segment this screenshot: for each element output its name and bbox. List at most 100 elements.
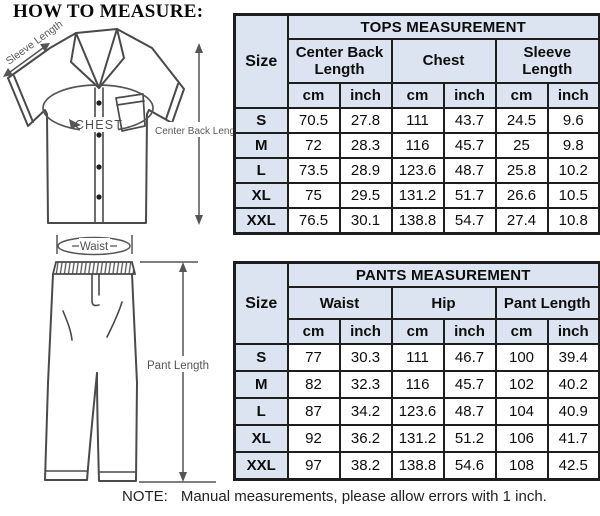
value-cell: 42.5 — [546, 451, 600, 481]
size-cell: XXL — [233, 207, 289, 235]
unit-header: inch — [338, 318, 393, 345]
value-cell: 54.6 — [442, 451, 497, 481]
chest-label-bg — [80, 117, 118, 132]
tops-measurement-table: Size TOPS MEASUREMENT Center Back Length… — [233, 13, 600, 235]
table-row: L 87 34.2 123.6 48.7 104 40.9 — [233, 397, 600, 426]
table-row: XXL 76.5 30.1 138.8 54.7 27.4 10.8 — [233, 207, 600, 235]
chest-pocket-flap — [116, 100, 145, 106]
left-pocket-crease — [62, 310, 73, 341]
center-back-length-label: Center Back Length — [155, 126, 242, 137]
unit-header: inch — [442, 82, 497, 109]
value-cell: 70.5 — [286, 107, 341, 134]
tops-group-sleeve: Sleeve Length — [494, 38, 600, 84]
pants-measurement-table: Size PANTS MEASUREMENT Waist Hip Pant Le… — [233, 261, 600, 481]
size-cell: XL — [233, 182, 289, 209]
waistband — [51, 261, 137, 275]
value-cell: 116 — [390, 370, 445, 399]
size-cell: M — [233, 132, 289, 159]
unit-header: inch — [338, 82, 393, 109]
value-cell: 26.6 — [494, 182, 549, 209]
value-cell: 41.7 — [546, 424, 600, 453]
value-cell: 46.7 — [442, 343, 497, 372]
value-cell: 138.8 — [390, 451, 445, 481]
tops-group-chest: Chest — [390, 38, 497, 84]
sleeve-arrowhead-bottom — [3, 68, 13, 77]
fly-line — [91, 273, 100, 307]
tops-table-title: TOPS MEASUREMENT — [286, 13, 600, 40]
value-cell: 116 — [390, 132, 445, 159]
table-row: M 72 28.3 116 45.7 25 9.8 — [233, 132, 600, 159]
left-cuff-line — [13, 75, 34, 123]
table-row: S 70.5 27.8 111 43.7 24.5 9.6 — [233, 107, 600, 134]
value-cell: 100 — [494, 343, 549, 372]
right-pocket-crease — [106, 301, 123, 338]
center-back-label-bg — [153, 122, 242, 137]
size-cell: M — [233, 370, 289, 399]
pant-length-arrowhead-bottom — [179, 472, 187, 482]
value-cell: 76.5 — [286, 207, 341, 235]
size-cell: XXL — [233, 451, 289, 481]
value-cell: 131.2 — [390, 424, 445, 453]
chest-label: CHEST — [75, 118, 123, 132]
value-cell: 45.7 — [442, 132, 497, 159]
value-cell: 24.5 — [494, 107, 549, 134]
center-back-arrowhead-bottom — [195, 215, 203, 225]
value-cell: 123.6 — [390, 397, 445, 426]
table-row: XL 92 36.2 131.2 51.2 106 41.7 — [233, 424, 600, 453]
value-cell: 25.8 — [494, 157, 549, 184]
pants-measure-diagram: Waist Pant Length — [44, 235, 216, 483]
unit-header: inch — [546, 318, 600, 345]
pant-length-arrowhead-top — [179, 262, 187, 272]
value-cell: 51.7 — [442, 182, 497, 209]
collar-left — [70, 32, 100, 89]
value-cell: 111 — [390, 107, 445, 134]
value-cell: 32.3 — [338, 370, 393, 399]
value-cell: 48.7 — [442, 397, 497, 426]
page-title: HOW TO MEASURE: — [13, 1, 204, 22]
value-cell: 72 — [286, 132, 341, 159]
value-cell: 9.6 — [546, 107, 600, 134]
value-cell: 51.2 — [442, 424, 497, 453]
value-cell: 40.9 — [546, 397, 600, 426]
unit-header: cm — [286, 82, 341, 109]
value-cell: 25 — [494, 132, 549, 159]
right-cuff-line — [165, 83, 179, 120]
value-cell: 40.2 — [546, 370, 600, 399]
unit-header: cm — [390, 82, 445, 109]
value-cell: 36.2 — [338, 424, 393, 453]
value-cell: 27.4 — [494, 207, 549, 235]
table-row: XXL 97 38.2 138.8 54.6 108 42.5 — [233, 451, 600, 481]
unit-header: cm — [390, 318, 445, 345]
value-cell: 34.2 — [338, 397, 393, 426]
unit-header: cm — [494, 318, 549, 345]
value-cell: 27.8 — [338, 107, 393, 134]
pants-group-length: Pant Length — [494, 286, 600, 320]
size-cell: L — [233, 397, 289, 426]
sleeve-length-arrow — [5, 44, 48, 76]
table-row: S 77 30.3 111 46.7 100 39.4 — [233, 343, 600, 372]
value-cell: 54.7 — [442, 207, 497, 235]
sleeve-arrowhead-top — [40, 43, 50, 52]
value-cell: 108 — [494, 451, 549, 481]
value-cell: 87 — [286, 397, 341, 426]
value-cell: 30.3 — [338, 343, 393, 372]
value-cell: 92 — [286, 424, 341, 453]
waist-label: Waist — [80, 241, 109, 253]
value-cell: 29.5 — [338, 182, 393, 209]
value-cell: 10.2 — [546, 157, 600, 184]
value-cell: 38.2 — [338, 451, 393, 481]
pants-group-waist: Waist — [286, 286, 393, 320]
shirt-measure-diagram: CHEST Sleeve Length Center Back Length — [3, 22, 242, 225]
unit-header: inch — [442, 318, 497, 345]
value-cell: 111 — [390, 343, 445, 372]
value-cell: 10.5 — [546, 182, 600, 209]
table-row: XL 75 29.5 131.2 51.7 26.6 10.5 — [233, 182, 600, 209]
note-line: NOTE: Manual measurements, please allow … — [122, 488, 547, 505]
value-cell: 82 — [286, 370, 341, 399]
value-cell: 104 — [494, 397, 549, 426]
buttons — [96, 100, 102, 200]
size-cell: L — [233, 157, 289, 184]
chest-arrowhead — [69, 119, 81, 129]
note-text: Manual measurements, please allow errors… — [180, 488, 547, 505]
